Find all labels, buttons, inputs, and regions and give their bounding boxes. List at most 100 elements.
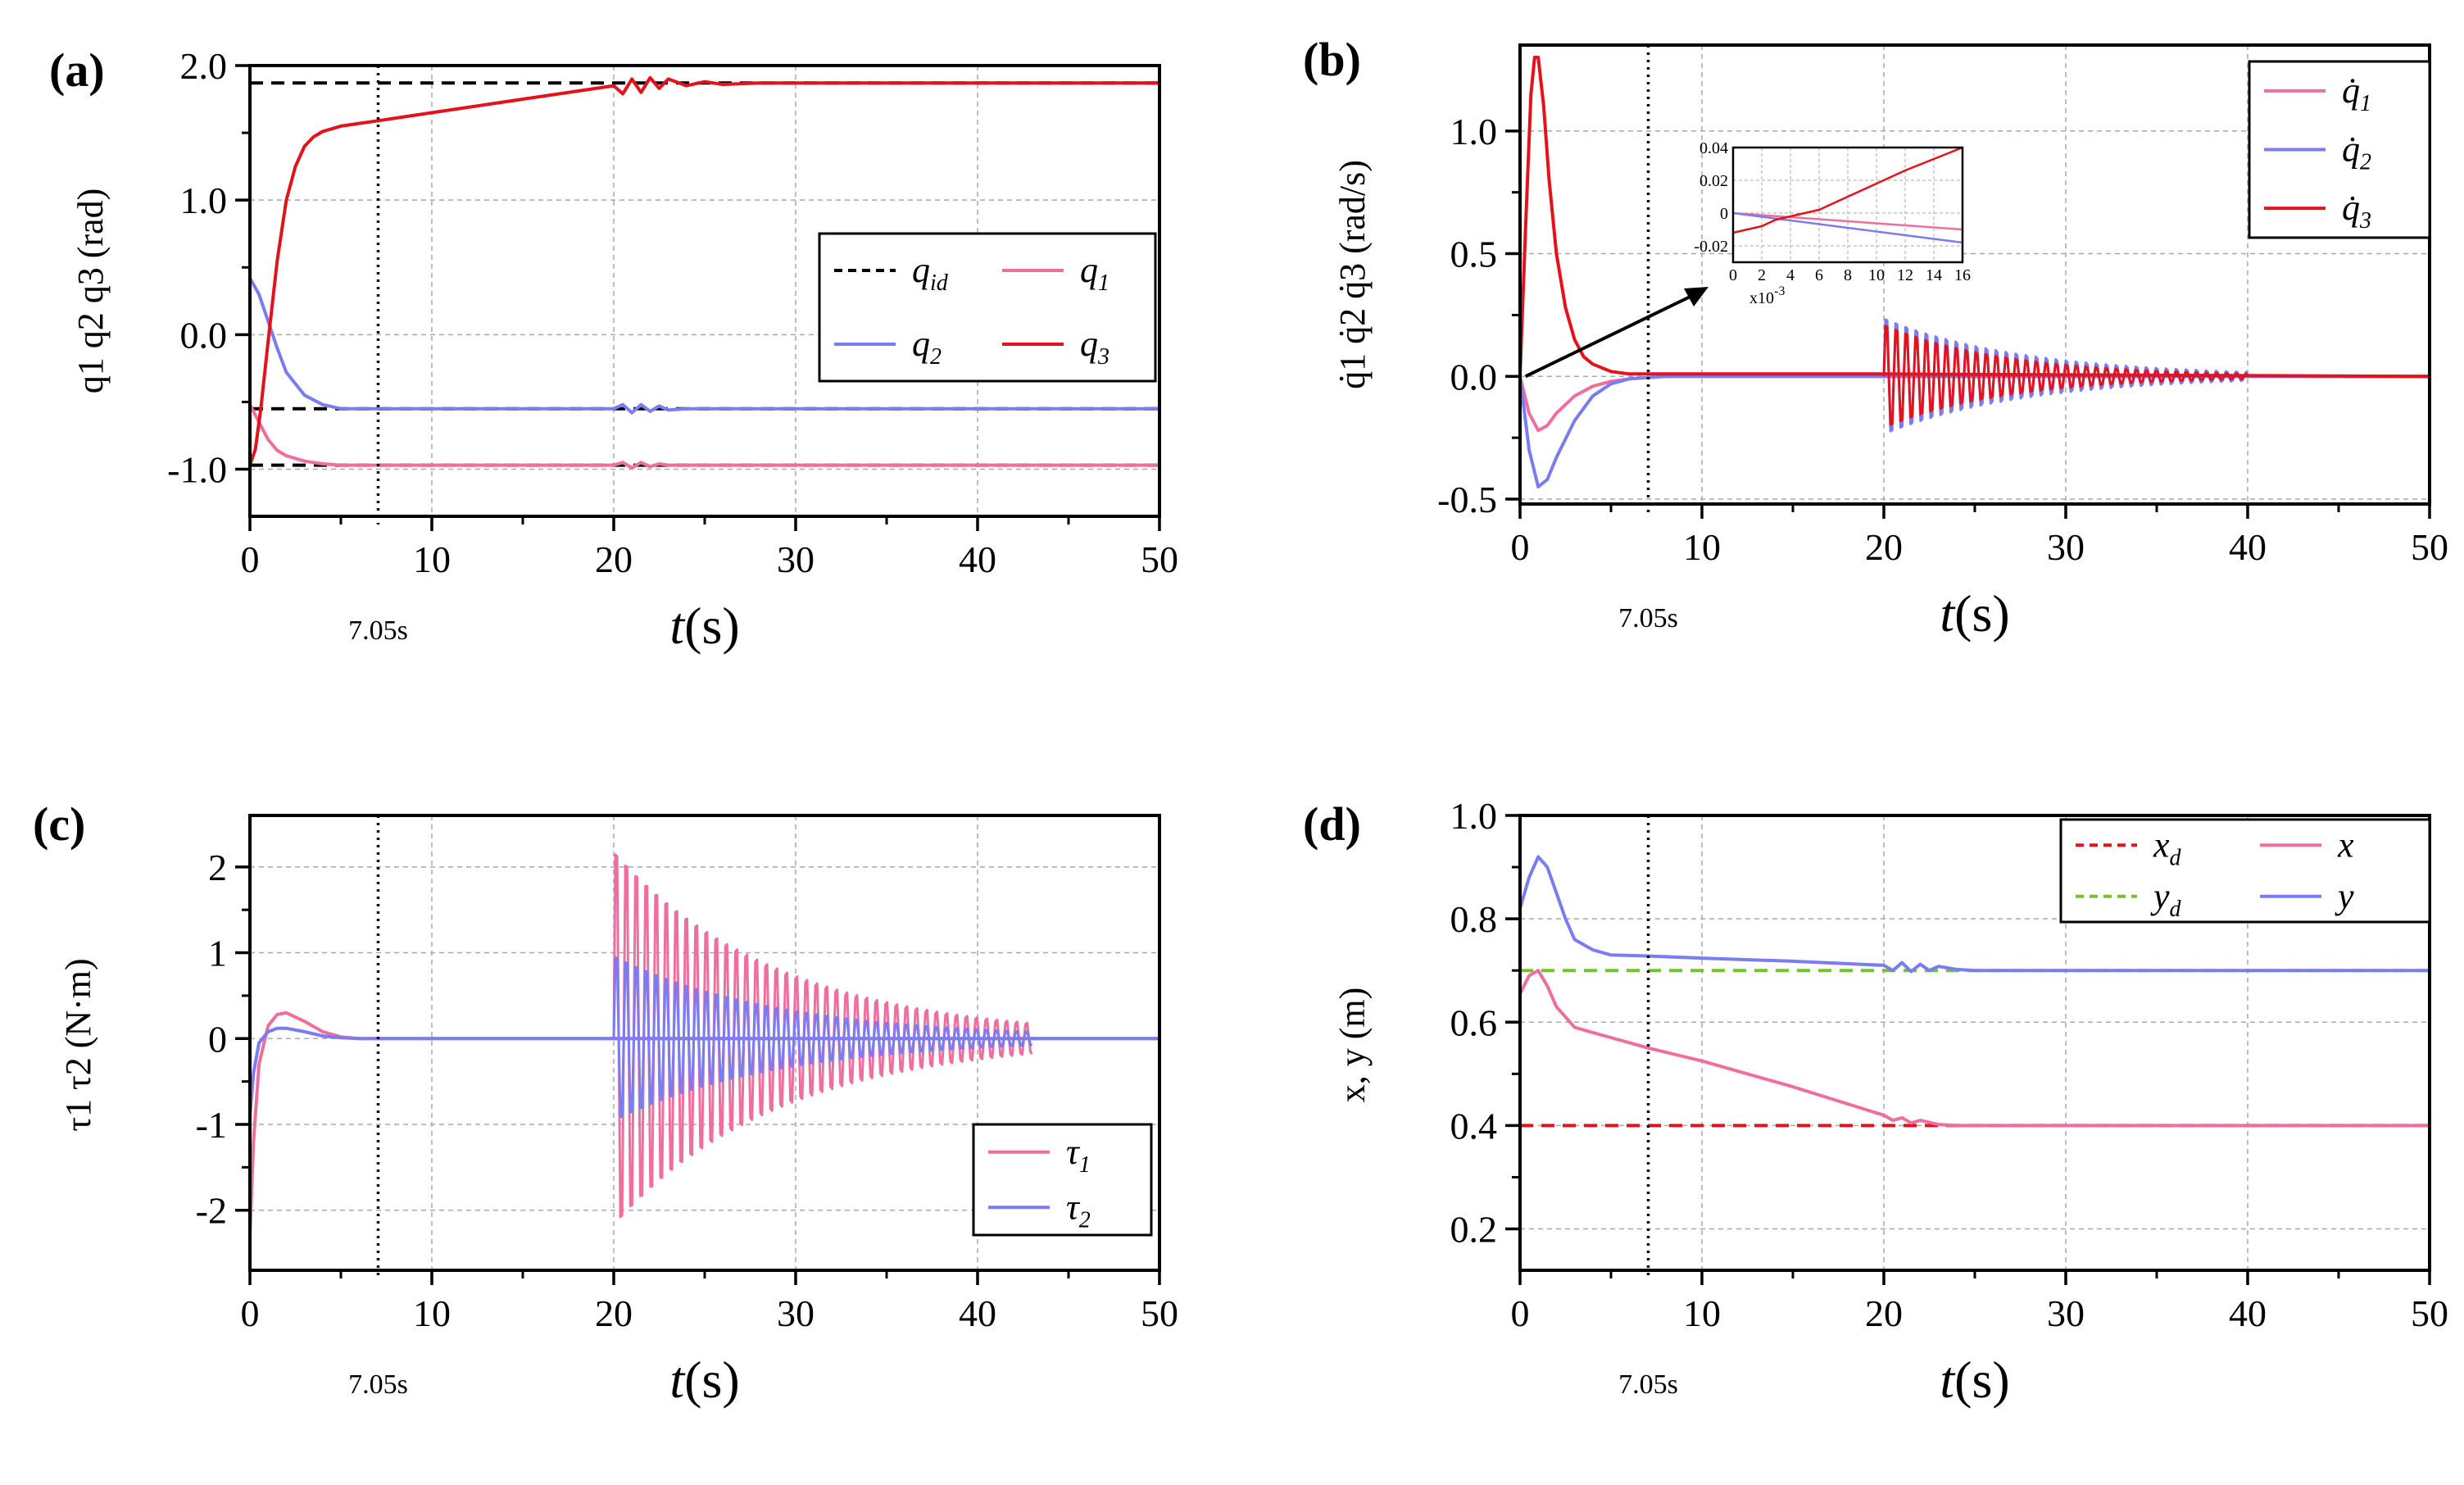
plot-area (1520, 56, 2430, 488)
y-tick-label: 1.0 (180, 179, 228, 221)
legend-entry-sub: d (2170, 845, 2182, 870)
x-axis-label-var: t (1940, 1351, 1956, 1409)
legend-box (972, 1123, 1153, 1237)
legend-entry: q1 (1080, 250, 1109, 296)
x-axis-label-unit: (s) (1954, 1351, 2010, 1409)
series-line-q3 (1520, 56, 2430, 379)
inset-series-line (1732, 211, 1963, 244)
plot-area (250, 75, 1159, 470)
inset-x-tick-label: 16 (1954, 266, 1971, 284)
panel-label: (c) (33, 797, 85, 851)
y-axis-label: q̇1 q̇2 q̇3 (rad/s) (1332, 160, 1373, 389)
legend: q̇1 q̇2q̇ 3 (2248, 60, 2431, 239)
legend-entry-main: q (912, 324, 930, 364)
marker-label: 7.05s (1618, 603, 1678, 634)
series-line-x (1520, 969, 2430, 1128)
x-tick-label: 40 (2229, 526, 2267, 568)
x-tick-label: 0 (1511, 1292, 1530, 1334)
x-axis-label-var: t (669, 597, 686, 655)
legend-entry-main: q (1080, 324, 1098, 364)
x-tick-label: 0 (241, 538, 260, 580)
x-tick-label: 40 (959, 538, 996, 580)
legend-entry-main: x (2337, 824, 2354, 865)
y-tick-label: 0.6 (1450, 1001, 1498, 1043)
x-tick-label: 30 (2047, 1292, 2085, 1334)
y-axis-label: q1 q2 q3 (rad) (70, 188, 111, 394)
x-tick-label: 50 (2411, 1292, 2448, 1334)
legend-entry-main: q̇ (2342, 129, 2360, 170)
x-tick-label: 10 (413, 1292, 451, 1334)
inset-arrow-head (1684, 287, 1708, 307)
series-line-oscillation (612, 956, 1033, 1119)
legend-entry-sub: 1 (1098, 270, 1109, 296)
y-tick-label: -1 (196, 1104, 227, 1146)
legend-entry-main: y (2150, 876, 2170, 916)
inset-x-multiplier: x10-3 (1749, 284, 1785, 307)
legend-entry: τ2 (1066, 1187, 1091, 1233)
y-tick-label: -2 (196, 1190, 227, 1232)
inset-y-tick-label: -0.02 (1694, 238, 1728, 256)
legend-box (2059, 818, 2431, 924)
x-tick-label: 40 (2229, 1292, 2267, 1334)
plot-area (250, 853, 1159, 1237)
inset-y-tick-label: 0 (1720, 205, 1728, 223)
y-tick-label: 0.4 (1450, 1105, 1498, 1147)
series-line-q2 (1520, 375, 2430, 488)
series-line-2 (250, 1026, 1159, 1116)
series-line-q3 (250, 75, 1159, 466)
series-line-q1 (1520, 375, 2430, 433)
x-tick-label: 20 (1865, 1292, 1903, 1334)
y-tick-label: 0 (208, 1018, 227, 1060)
y-tick-label: 1 (208, 933, 227, 974)
legend-entry-sub: 1 (2360, 91, 2371, 116)
legend-entry: q2 (912, 324, 942, 370)
plot-area (1520, 855, 2430, 1128)
legend-entry-sub: 2 (930, 344, 942, 370)
y-tick-label: 0.0 (180, 314, 228, 356)
y-tick-label: 1.0 (1450, 795, 1498, 837)
y-axis-label: x, y (m) (1332, 988, 1373, 1103)
y-tick-label: 0.0 (1450, 356, 1498, 397)
marker-label: 7.05s (348, 1369, 408, 1400)
legend-entry: y (2335, 876, 2354, 916)
inset-x-tick-label: 10 (1868, 266, 1885, 284)
legend-entry-sub: 2 (2360, 150, 2371, 175)
legend-entry-main: τ (1066, 1132, 1081, 1172)
y-axis-label: τ1 τ2 (N·m) (58, 958, 98, 1131)
x-tick-label: 10 (1683, 1292, 1721, 1334)
x-tick-label: 20 (595, 1292, 633, 1334)
legend-entry: yd (2150, 876, 2182, 922)
legend-entry: q̇2 (2342, 129, 2371, 175)
x-axis-label: t(s) (1940, 1351, 2009, 1409)
y-tick-label: 0.8 (1450, 898, 1498, 940)
inset-frame (1731, 146, 1964, 264)
marker-label: 7.05s (1618, 1369, 1678, 1400)
legend: τ1 τ2 (972, 1123, 1153, 1237)
y-tick-label: 1.0 (1450, 111, 1498, 152)
legend-entry-main: q (1080, 250, 1098, 290)
y-tick-label: 2.0 (180, 45, 228, 87)
x-tick-label: 20 (1865, 526, 1903, 568)
legend-entry-sub: 3 (1097, 344, 1109, 370)
panel-label: (d) (1303, 797, 1361, 851)
series-line-oscillation (1882, 325, 2248, 426)
x-axis-label-var: t (669, 1351, 686, 1409)
legend-entry-sub: id (930, 270, 949, 296)
x-tick-label: 10 (413, 538, 451, 580)
y-tick-label: -0.5 (1437, 479, 1497, 520)
legend-box (818, 232, 1157, 383)
x-tick-label: 50 (2411, 526, 2448, 568)
legend-entry: τ1 (1066, 1132, 1091, 1178)
y-tick-label: 0.2 (1450, 1209, 1498, 1251)
x-axis-label-var: t (1940, 584, 1956, 643)
inset-x-tick-label: 2 (1758, 266, 1766, 284)
legend-entry-sub: 3 (2359, 208, 2371, 234)
inset-y-tick-label: 0.04 (1699, 139, 1728, 157)
series-line-q1 (250, 403, 1159, 470)
legend-entry: q̇1 (2342, 70, 2371, 116)
